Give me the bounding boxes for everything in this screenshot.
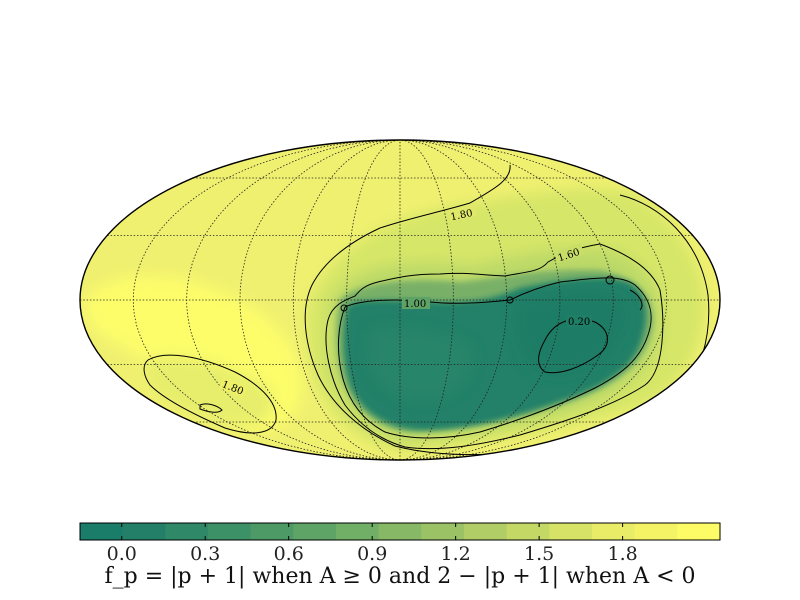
- colorbar-swatch: [677, 523, 721, 540]
- colorbar-frame: [79, 522, 721, 541]
- contour-label: 0.20: [568, 317, 590, 328]
- contour-label: 1.80: [450, 208, 474, 223]
- colorbar-caption: f_p = |p + 1| when A ≥ 0 and 2 − |p + 1|…: [104, 564, 696, 589]
- colorbar-swatch: [378, 523, 422, 540]
- colorbar-swatch: [506, 523, 550, 540]
- contour-1p00: [337, 277, 652, 439]
- graticule: [80, 140, 720, 460]
- colorbar-swatch: [549, 523, 593, 540]
- contour-1p80-upper: [304, 164, 710, 456]
- colorbar-swatch: [208, 523, 252, 540]
- left-pale-patch: [144, 356, 274, 426]
- colorbar-tick-label: 1.5: [524, 543, 554, 565]
- colorbar-swatch: [165, 523, 209, 540]
- colorbar-tick-label: 1.2: [441, 543, 471, 565]
- contour-small-circle-c: [605, 275, 615, 285]
- contour-small-circle-a: [340, 304, 348, 312]
- colorbar-swatch: [122, 523, 166, 540]
- colorbar-swatch: [634, 523, 678, 540]
- contour-1p80-left: [143, 354, 277, 434]
- colorbar-tick-label: 0.6: [274, 543, 304, 565]
- contour-1p60: [325, 243, 664, 450]
- meridian-line: [399, 140, 614, 460]
- colorbar-swatch: [421, 523, 465, 540]
- colorbar-swatch: [293, 523, 337, 540]
- contour-fragment: [629, 289, 643, 311]
- map-outline: [79, 139, 721, 461]
- contour-label: 1.00: [404, 299, 426, 310]
- colorbar-tick-label: 0.3: [190, 543, 220, 565]
- colorbar-tick-label: 0.9: [357, 543, 387, 565]
- colorbar-swatch: [80, 523, 124, 540]
- contour-lines: [143, 164, 710, 456]
- colorbar-tick-label: 1.8: [607, 543, 637, 565]
- meridian-line: [292, 140, 401, 460]
- colorbar-swatch: [464, 523, 508, 540]
- colorbar-swatch: [336, 523, 380, 540]
- colorbar: 0.0 0.3 0.6 0.9 1.2 1.5 1.8: [79, 522, 721, 565]
- low-value-lobe: [368, 328, 473, 401]
- contour-small-loop: [199, 403, 223, 413]
- contour-small-circle-b: [506, 296, 514, 304]
- colorbar-tick-label: 0.0: [107, 543, 137, 565]
- colorbar-swatch: [250, 523, 294, 540]
- colorbar-swatch: [592, 523, 636, 540]
